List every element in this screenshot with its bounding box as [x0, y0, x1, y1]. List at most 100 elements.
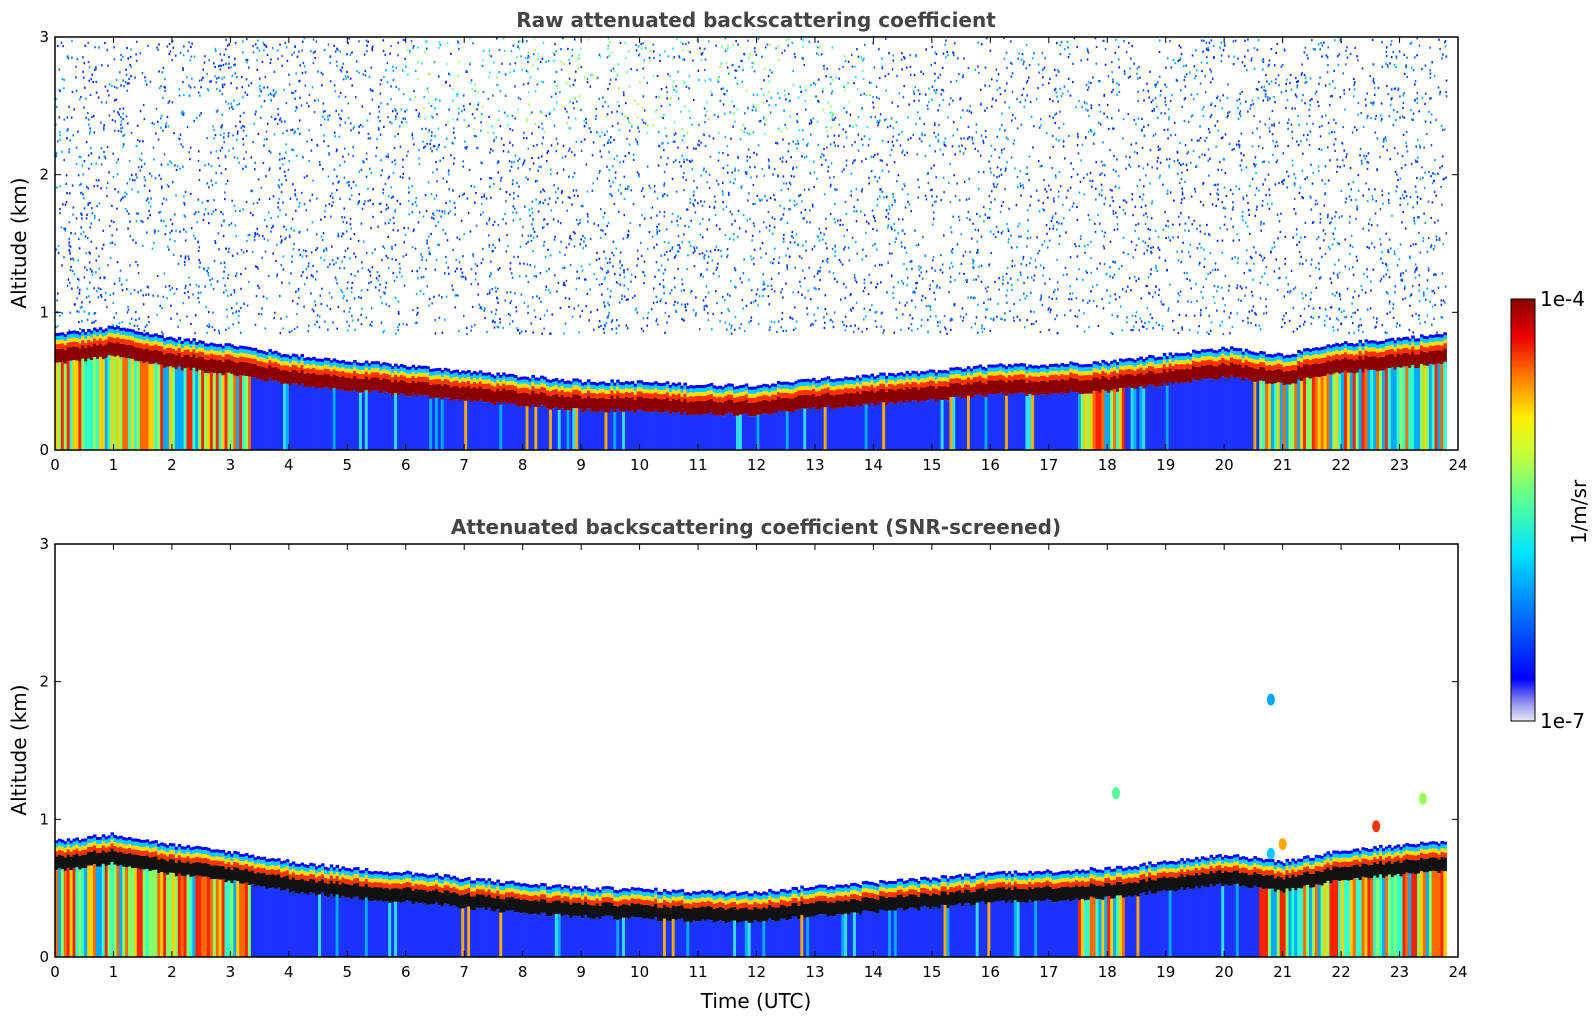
noise-dot — [285, 228, 288, 231]
noise-dot — [1115, 38, 1117, 41]
noise-dot — [208, 59, 211, 62]
noise-dot — [1062, 273, 1065, 277]
noise-dot — [166, 183, 169, 186]
noise-dot — [767, 164, 770, 167]
noise-dot — [503, 49, 506, 53]
noise-dot — [713, 113, 716, 116]
noise-dot — [896, 139, 898, 142]
noise-dot — [87, 203, 89, 206]
noise-dot — [1344, 201, 1347, 204]
noise-dot — [256, 232, 259, 235]
noise-dot — [976, 240, 979, 243]
noise-dot — [1056, 258, 1058, 261]
noise-dot — [1369, 74, 1372, 78]
noise-dot — [1415, 268, 1417, 271]
noise-dot — [1204, 153, 1206, 157]
noise-dot — [643, 59, 646, 62]
noise-dot — [1168, 116, 1170, 119]
noise-dot — [1052, 116, 1054, 119]
noise-dot — [699, 233, 702, 236]
noise-dot — [290, 128, 292, 132]
noise-dot — [314, 50, 316, 53]
noise-dot — [892, 135, 895, 138]
noise-dot — [646, 247, 649, 250]
noise-dot — [1377, 86, 1380, 90]
noise-dot — [1368, 222, 1370, 225]
noise-dot — [1204, 75, 1207, 78]
noise-dot — [731, 100, 733, 103]
noise-dot — [851, 65, 854, 68]
noise-dot — [184, 239, 187, 242]
noise-dot — [338, 180, 340, 183]
noise-dot — [420, 276, 423, 279]
noise-dot — [703, 200, 706, 203]
noise-dot — [549, 291, 552, 294]
noise-dot — [1005, 51, 1008, 54]
noise-dot — [1302, 297, 1304, 300]
noise-dot — [991, 105, 993, 108]
noise-dot — [688, 109, 691, 113]
noise-dot — [514, 154, 517, 157]
noise-dot — [624, 42, 627, 45]
noise-dot — [415, 108, 418, 112]
noise-dot — [391, 122, 393, 125]
noise-dot — [839, 260, 842, 264]
noise-dot — [140, 152, 143, 155]
noise-dot — [1317, 236, 1320, 239]
noise-dot — [360, 323, 363, 326]
noise-dot — [218, 164, 221, 167]
noise-dot — [681, 154, 683, 157]
noise-dot — [1167, 309, 1170, 312]
noise-dot — [680, 289, 683, 292]
noise-dot — [116, 173, 119, 176]
noise-dot — [1144, 241, 1147, 244]
noise-dot — [698, 144, 701, 147]
noise-dot — [850, 190, 852, 193]
noise-dot — [1385, 232, 1387, 235]
noise-dot — [792, 166, 795, 169]
noise-dot — [207, 163, 210, 166]
noise-dot — [627, 235, 630, 238]
noise-dot — [823, 326, 826, 330]
noise-dot — [1337, 63, 1340, 66]
noise-dot — [726, 255, 728, 258]
noise-dot — [1268, 126, 1271, 130]
noise-dot — [1394, 87, 1397, 90]
noise-dot — [674, 300, 676, 304]
noise-dot — [1361, 67, 1364, 70]
noise-dot — [974, 147, 977, 150]
noise-dot — [805, 89, 807, 92]
noise-dot — [480, 121, 482, 124]
noise-dot — [1353, 331, 1355, 334]
noise-dot — [436, 168, 438, 171]
noise-dot — [831, 116, 834, 120]
noise-dot — [924, 194, 927, 197]
noise-dot — [563, 284, 566, 287]
noise-dot — [222, 291, 225, 294]
noise-dot — [1169, 191, 1172, 194]
noise-dot — [1252, 102, 1255, 106]
noise-dot — [1006, 161, 1008, 164]
noise-dot — [1169, 39, 1171, 43]
noise-dot — [1012, 142, 1015, 145]
noise-dot — [89, 252, 92, 255]
noise-dot — [688, 241, 691, 244]
noise-dot — [867, 144, 870, 147]
noise-dot — [133, 289, 136, 292]
noise-dot — [365, 39, 368, 42]
noise-dot — [916, 281, 918, 284]
noise-dot — [724, 37, 727, 40]
noise-dot — [393, 279, 396, 282]
noise-dot — [768, 104, 771, 107]
noise-dot — [213, 137, 215, 140]
noise-dot — [1106, 103, 1109, 107]
noise-dot — [1382, 202, 1384, 205]
noise-dot — [412, 230, 415, 233]
noise-dot — [441, 331, 444, 334]
noise-dot — [722, 208, 725, 211]
noise-dot — [397, 300, 400, 303]
noise-dot — [707, 319, 710, 322]
noise-dot — [907, 200, 909, 203]
noise-dot — [1027, 229, 1029, 233]
noise-dot — [234, 72, 237, 75]
